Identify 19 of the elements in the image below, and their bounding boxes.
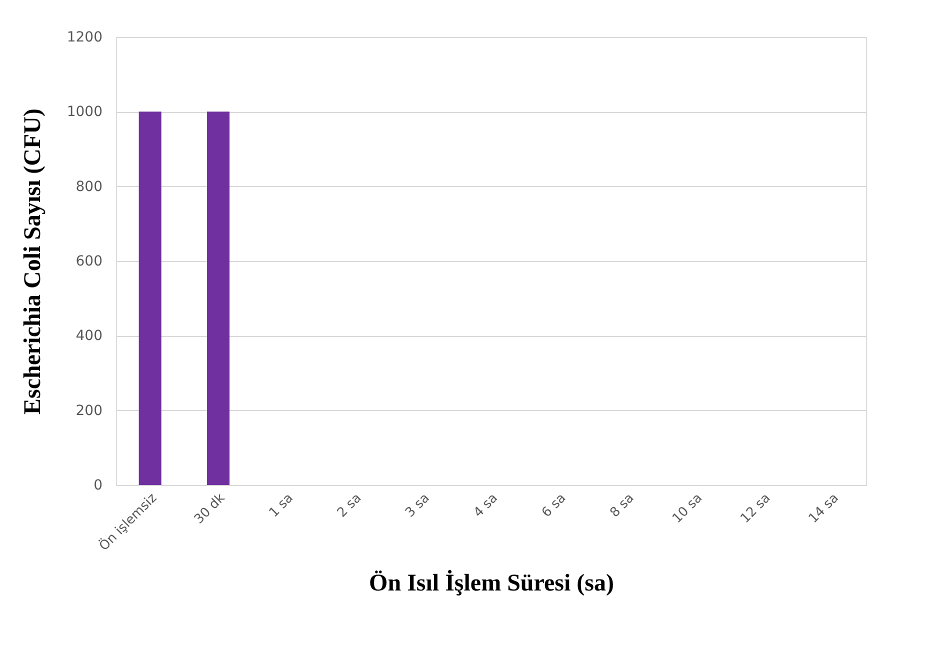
- y-axis-title: Escherichia Coli Sayısı (CFU): [20, 108, 46, 414]
- x-axis-title: Ön Isıl İşlem Süresi (sa): [369, 569, 614, 596]
- x-tick-label: 2 sa: [334, 490, 365, 521]
- x-tick-label: 14 sa: [806, 490, 842, 526]
- x-tick-label: 6 sa: [539, 490, 570, 521]
- y-tick-label: 1200: [66, 30, 102, 46]
- x-tick-label: 8 sa: [607, 490, 638, 521]
- x-tick-label: 1 sa: [266, 490, 296, 521]
- x-tick-label: 30 dk: [192, 490, 228, 528]
- y-tick-label: 400: [76, 328, 102, 344]
- x-tick-label: 12 sa: [738, 490, 774, 526]
- x-tick-label: 4 sa: [471, 490, 501, 521]
- y-tick-label: 600: [76, 254, 102, 270]
- y-tick-label: 1000: [66, 104, 102, 120]
- x-tick-label: 3 sa: [402, 490, 433, 521]
- y-tick-label: 0: [94, 478, 102, 494]
- x-tick-label: 10 sa: [670, 490, 706, 526]
- y-tick-label: 200: [76, 402, 102, 419]
- y-tick-label: 800: [76, 178, 102, 195]
